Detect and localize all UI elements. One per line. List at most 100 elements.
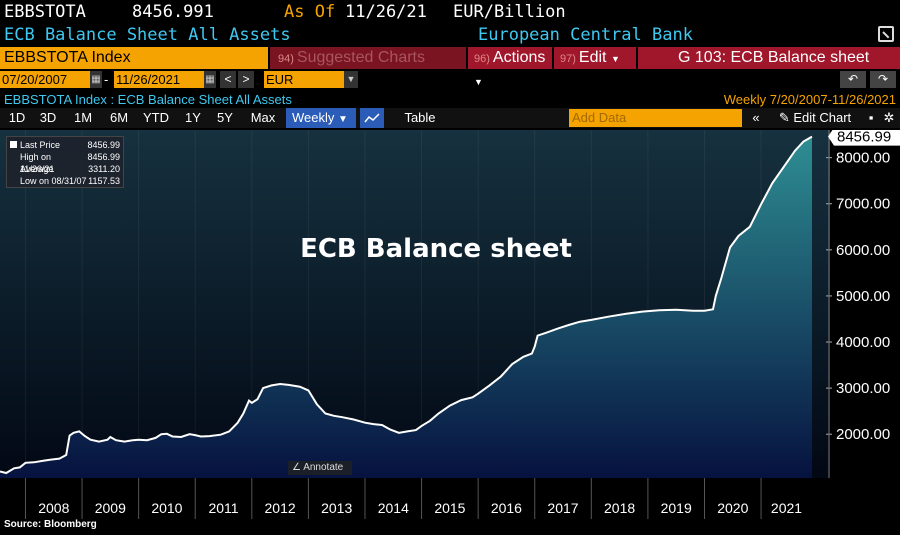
period-toolbar: 1D 3D 1M 6M YTD 1Y 5Y Max Weekly ▼ Table… <box>0 108 900 128</box>
command-row: EBBSTOTA Index 94) Suggested Charts 96) Ac… <box>0 47 900 87</box>
popout-icon[interactable] <box>878 26 894 42</box>
start-date-input[interactable]: 07/20/2007 <box>0 70 90 88</box>
security-source: European Central Bank <box>478 25 693 45</box>
legend-swatch <box>10 141 17 148</box>
x-axis: 2008 2009 2010 2011 2012 2013 2014 2015 2016 2017… <box>24 478 802 519</box>
x-tick-label: 2013 <box>321 500 352 516</box>
x-tick-label: 2012 <box>265 500 296 516</box>
period-6m[interactable]: 6M <box>109 110 129 125</box>
y-tick-label: 3000.00 <box>836 380 890 397</box>
x-axis-band <box>0 478 900 519</box>
chart-subtitle: EBBSTOTA Index : ECB Balance Sheet All A… <box>4 91 292 107</box>
x-tick-label: 2021 <box>771 500 802 516</box>
x-tick-label: 2016 <box>491 500 522 516</box>
edit-chart-label: Edit Chart <box>793 110 852 125</box>
last-value-label: 8456.99 <box>837 130 891 146</box>
settings-icon[interactable]: ▪ <box>868 110 874 125</box>
legend-label: Low on 08/31/07 <box>20 176 87 186</box>
x-tick-label: 2017 <box>547 500 578 516</box>
last-price: 8456.991 <box>132 2 214 22</box>
as-of-label: As Of <box>284 2 336 22</box>
period-1y[interactable]: 1Y <box>185 110 201 125</box>
suggested-num: 94) <box>278 53 294 65</box>
series-line <box>0 135 813 475</box>
pencil-icon: ✎ <box>778 110 790 125</box>
units: EUR/Billion <box>453 2 566 22</box>
chart-area: 2008 2009 2010 2011 2012 2013 2014 2015 2016 2017… <box>0 130 900 519</box>
area-fill <box>0 136 812 478</box>
undo-icon[interactable]: ↶ <box>840 70 866 88</box>
y-tick-label: 2000.00 <box>836 426 890 443</box>
collapse-icon[interactable]: « <box>752 110 760 125</box>
last-value-marker <box>828 130 900 146</box>
annotate-label: Annotate <box>303 462 344 473</box>
edit-num: 97) <box>560 53 576 65</box>
chart-name: G 103: ECB Balance sheet <box>638 47 900 69</box>
legend-row: Last Price 8456.99 <box>10 139 120 151</box>
currency-select[interactable]: EUR <box>264 70 344 88</box>
x-tick-label: 2008 <box>38 500 69 516</box>
legend-label: High on 11/26/21 <box>20 152 55 174</box>
edit-menu[interactable]: 97) Edit ▼ <box>554 47 636 69</box>
date-range-row: 07/20/2007 ▦ - 11/26/2021 ▦ < > EUR ▼ ↶ … <box>0 70 900 88</box>
legend-value: 3311.20 <box>88 164 120 174</box>
prev-button[interactable]: < <box>220 70 236 88</box>
frequency-label: Weekly <box>292 110 335 125</box>
y-tick-label: 8000.00 <box>836 150 890 167</box>
legend-row: Average 3311.20 <box>10 163 120 175</box>
annotate-button[interactable]: ∠ Annotate <box>288 461 352 475</box>
frequency-select[interactable]: Weekly ▼ <box>286 108 356 128</box>
x-grid <box>24 130 762 478</box>
pencil-icon: ∠ <box>292 462 301 473</box>
suggested-charts-button[interactable]: 94) Suggested Charts <box>270 47 466 69</box>
x-tick-label: 2014 <box>378 500 409 516</box>
end-date-input[interactable]: 11/26/2021 <box>114 70 204 88</box>
next-button[interactable]: > <box>238 70 254 88</box>
legend-label: Last Price <box>20 140 61 150</box>
as-of-date: 11/26/21 <box>345 2 427 22</box>
edit-label: Edit <box>578 49 607 66</box>
date-dash: - <box>104 71 109 87</box>
legend-row: Low on 08/31/07 1157.53 <box>10 175 120 187</box>
chevron-down-icon[interactable]: ▼ <box>344 70 358 88</box>
period-3d[interactable]: 3D <box>39 110 57 125</box>
subtitle-row: EBBSTOTA Index : ECB Balance Sheet All A… <box>0 90 900 108</box>
y-tick-label: 4000.00 <box>836 334 890 351</box>
period-1d[interactable]: 1D <box>8 110 26 125</box>
redo-icon[interactable]: ↷ <box>870 70 896 88</box>
security-name: ECB Balance Sheet All Assets <box>4 25 291 45</box>
period-max[interactable]: Max <box>250 110 276 125</box>
period-ytd[interactable]: YTD <box>143 110 169 125</box>
actions-caret-icon: ▼ <box>474 77 483 87</box>
y-axis: 2000.00 3000.00 4000.00 5000.00 6000.00 7000.… <box>826 130 890 478</box>
suggested-label: Suggested Charts <box>296 49 425 66</box>
actions-menu[interactable]: 96) Actions ▼ <box>468 47 552 87</box>
x-tick-label: 2010 <box>151 500 182 516</box>
calendar-icon[interactable]: ▦ <box>204 70 216 88</box>
actions-num: 96) <box>474 53 490 65</box>
period-5y[interactable]: 5Y <box>217 110 233 125</box>
index-field[interactable]: EBBSTOTA Index <box>0 47 268 69</box>
y-tick-label: 5000.00 <box>836 288 890 305</box>
legend-value: 8456.99 <box>87 152 120 162</box>
table-button[interactable]: Table <box>404 110 436 125</box>
add-data-input[interactable]: Add Data <box>569 109 742 127</box>
edit-chart-button[interactable]: ✎ Edit Chart <box>768 108 862 128</box>
y-tick-label: 6000.00 <box>836 242 890 259</box>
x-tick-label: 2015 <box>434 500 465 516</box>
legend-value: 8456.99 <box>87 140 120 150</box>
calendar-icon[interactable]: ▦ <box>90 70 102 88</box>
chart-range-label: Weekly 7/20/2007-11/26/2021 <box>723 91 896 107</box>
header-row-2: ECB Balance Sheet All Assets European Ce… <box>0 24 900 46</box>
period-1m[interactable]: 1M <box>73 110 93 125</box>
x-tick-label: 2009 <box>95 500 126 516</box>
chart-title: ECB Balance sheet <box>300 234 572 264</box>
edit-caret-icon: ▼ <box>610 54 620 64</box>
gear-icon[interactable]: ✲ <box>883 110 895 125</box>
header-row-1: EBBSTOTA 8456.991 As Of 11/26/21 EUR/Bil… <box>0 0 900 24</box>
last-value-tag: 8456.99 <box>828 130 900 146</box>
x-tick-label: 2019 <box>661 500 692 516</box>
line-chart-icon[interactable] <box>360 108 384 128</box>
legend-label: Average <box>20 164 54 174</box>
x-tick-label: 2018 <box>604 500 635 516</box>
